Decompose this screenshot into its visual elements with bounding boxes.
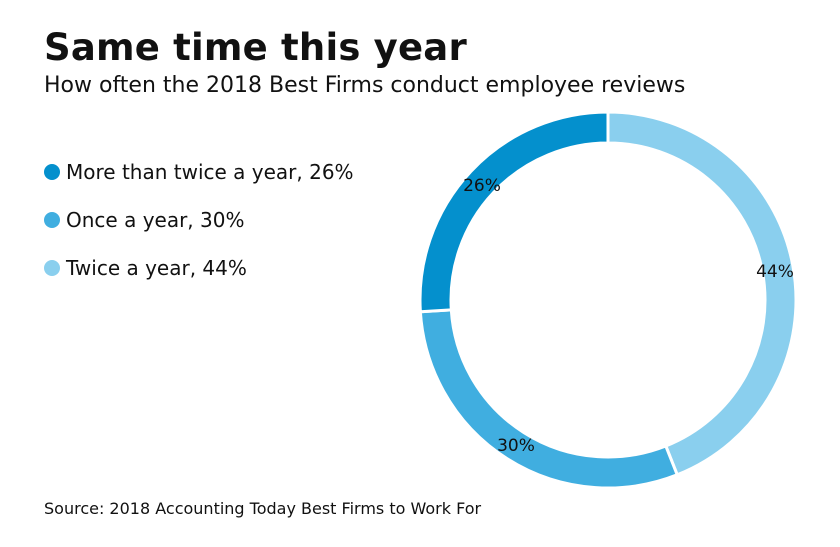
- legend-label: Once a year, 30%: [66, 208, 245, 232]
- legend-label: Twice a year, 44%: [66, 256, 247, 280]
- source-note: Source: 2018 Accounting Today Best Firms…: [44, 499, 482, 518]
- slice-label: 26%: [463, 176, 501, 196]
- chart-title: Same time this year: [44, 26, 467, 69]
- slice-label: 30%: [497, 436, 535, 456]
- chart-subtitle: How often the 2018 Best Firms conduct em…: [44, 73, 686, 98]
- legend-swatch: [44, 260, 60, 276]
- legend-swatch: [44, 212, 60, 228]
- donut-slice-more-than-twice-a-year: [418, 110, 610, 314]
- donut-slice-once-a-year: [418, 308, 680, 490]
- donut-slice-twice-a-year: [606, 110, 798, 477]
- legend-item-more-than-twice: More than twice a year, 26%: [44, 160, 354, 184]
- legend-item-twice: Twice a year, 44%: [44, 256, 354, 280]
- legend: More than twice a year, 26% Once a year,…: [44, 160, 354, 304]
- legend-label: More than twice a year, 26%: [66, 160, 354, 184]
- slice-label: 44%: [756, 262, 794, 282]
- legend-swatch: [44, 164, 60, 180]
- legend-item-once: Once a year, 30%: [44, 208, 354, 232]
